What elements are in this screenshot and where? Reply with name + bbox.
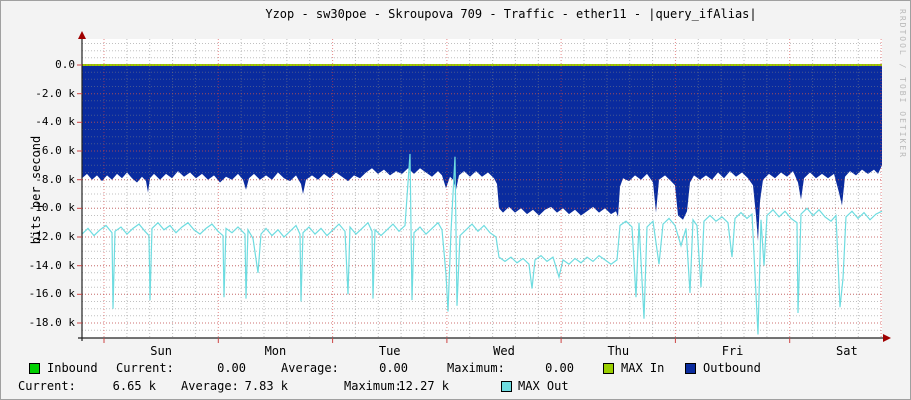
outbound-current-value: 6.65 k	[112, 379, 156, 393]
inbound-maximum-value: 0.00	[545, 361, 574, 375]
maxout-legend-swatch	[501, 381, 512, 392]
inbound-average-value: 0.00	[379, 361, 408, 375]
outbound-average-label: Average:	[181, 379, 239, 393]
y-tick-label: -18.0 k	[28, 316, 75, 329]
maxout-legend-label: MAX Out	[518, 379, 569, 393]
x-tick-label-sun: Sun	[150, 344, 172, 358]
x-axis-arrow	[883, 334, 891, 342]
y-tick-label: -8.0 k	[35, 172, 75, 186]
outbound-current-label: Current:	[18, 379, 76, 393]
y-tick-label: -6.0 k	[35, 144, 75, 157]
y-tick-label: -16.0 k	[28, 287, 75, 301]
maxin-legend-swatch	[603, 363, 614, 374]
maxin-legend-label: MAX In	[621, 361, 665, 375]
outbound-maximum-value: 12.27 k	[398, 379, 449, 393]
rrdtool-watermark: RRDTOOL / TOBI OETIKER	[898, 9, 907, 159]
outbound-average-value: 7.83 k	[244, 379, 288, 393]
x-tick-label-sat: Sat	[836, 344, 858, 358]
x-tick-label-wed: Wed	[493, 344, 515, 358]
y-tick-label: -12.0 k	[28, 230, 75, 243]
maxout-line-series	[81, 153, 883, 335]
outbound-area-series	[82, 65, 882, 242]
inbound-legend-label: Inbound	[47, 361, 98, 375]
inbound-current-label: Current:	[116, 361, 174, 375]
x-tick-label-mon: Mon	[264, 344, 287, 358]
y-tick-label: 0.0	[55, 58, 75, 71]
y-axis-arrow	[78, 31, 86, 39]
outbound-legend-swatch	[685, 363, 696, 374]
inbound-current-value: 0.00	[217, 361, 246, 375]
inbound-maximum-label: Maximum:	[447, 361, 505, 375]
y-tick-label: -10.0 k	[28, 201, 75, 215]
y-tick-label: -4.0 k	[35, 115, 75, 129]
outbound-legend-label: Outbound	[703, 361, 761, 375]
x-tick-label-fri: Fri	[721, 344, 744, 358]
graph-title: Yzop - sw30poe - Skroupova 709 - Traffic…	[265, 7, 757, 21]
x-tick-label-tue: Tue	[378, 344, 401, 358]
y-tick-label: -14.0 k	[28, 258, 75, 272]
outbound-maximum-label: Maximum:	[344, 379, 402, 393]
inbound-legend-swatch	[29, 363, 40, 374]
inbound-average-label: Average:	[281, 361, 339, 375]
y-tick-label: -2.0 k	[35, 86, 75, 100]
x-tick-label-thu: Thu	[607, 344, 630, 358]
